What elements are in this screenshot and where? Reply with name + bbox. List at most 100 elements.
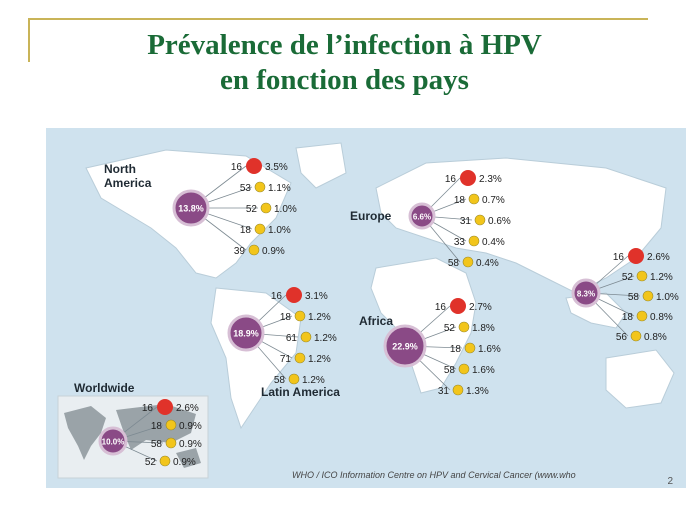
hpv-type-value: 0.8%	[644, 332, 667, 343]
region-cluster: 16 3.5% 53 1.1% 52 1.0% 18 1.0% 39 0.9% 13.8% North…	[104, 158, 297, 257]
hpv-type-marker	[468, 193, 480, 205]
hpv-type-marker	[165, 437, 177, 449]
source-caption: WHO / ICO Information Centre on HPV and …	[292, 470, 576, 480]
hpv-type-value: 1.6%	[472, 365, 495, 376]
hpv-type-label: 18	[151, 421, 163, 432]
hpv-type-label: 31	[460, 216, 472, 227]
hpv-type-value: 2.6%	[647, 252, 670, 263]
inset-world-land	[64, 404, 201, 468]
hpv-type-marker	[630, 330, 642, 342]
hpv-type-marker	[474, 214, 486, 226]
hpv-type-marker	[294, 310, 306, 322]
title-line-2: en fonction des pays	[220, 64, 469, 96]
hpv-type-value: 1.0%	[656, 292, 679, 303]
region-overall-bubble	[383, 324, 427, 368]
hpv-type-label: 58	[628, 292, 640, 303]
hpv-type-marker	[254, 181, 266, 193]
region-name: Latin America	[261, 385, 340, 399]
hpv-type-label: 52	[246, 204, 258, 215]
hpv-type-value: 0.8%	[650, 312, 673, 323]
hpv-type-label: 52	[145, 457, 157, 468]
hpv-type-marker	[248, 244, 260, 256]
hpv-type-value: 0.7%	[482, 195, 505, 206]
hpv-type-value: 1.8%	[472, 323, 495, 334]
hpv-prevalence-map: 16 3.5% 53 1.1% 52 1.0% 18 1.0% 39 0.9% 13.8% North…	[46, 128, 686, 488]
hpv-type-marker	[300, 331, 312, 343]
region-overall-bubble	[227, 314, 265, 352]
hpv-type-label: 52	[444, 323, 456, 334]
land-greenland	[295, 142, 347, 189]
hpv-type-label: 56	[616, 332, 628, 343]
regions-layer: 16 3.5% 53 1.1% 52 1.0% 18 1.0% 39 0.9% 13.8% North…	[74, 158, 679, 468]
hpv-type-value: 1.0%	[274, 204, 297, 215]
region-cluster: 16 2.6% 52 1.2% 58 1.0% 18 0.8% 56 0.8% 8.3%	[571, 248, 679, 343]
title-rule-left	[28, 18, 30, 62]
hpv-type-value: 3.5%	[265, 162, 288, 173]
land-africa	[370, 257, 477, 394]
hpv-type-marker	[157, 399, 173, 415]
hpv-type-marker	[254, 223, 266, 235]
region-name-line: America	[104, 176, 152, 190]
hpv-type-label: 18	[450, 344, 462, 355]
slide-title: Prévalence de l’infection à HPV en fonct…	[0, 28, 689, 98]
hpv-type-value: 0.9%	[173, 457, 196, 468]
hpv-type-value: 0.4%	[482, 237, 505, 248]
region-overall-value: 13.8%	[178, 204, 204, 214]
hpv-type-marker	[642, 290, 654, 302]
hpv-type-marker	[159, 455, 171, 467]
hpv-type-label: 16	[613, 252, 625, 263]
hpv-type-value: 0.9%	[179, 439, 202, 450]
hpv-type-label: 18	[280, 312, 292, 323]
hpv-type-marker	[165, 419, 177, 431]
hpv-type-label: 31	[438, 386, 450, 397]
hpv-type-marker	[458, 363, 470, 375]
hpv-type-marker	[260, 202, 272, 214]
region-overall-bubble	[571, 278, 601, 308]
hpv-type-value: 0.4%	[476, 258, 499, 269]
hpv-type-label: 71	[280, 354, 292, 365]
hpv-type-marker	[288, 373, 300, 385]
hpv-type-value: 3.1%	[305, 291, 328, 302]
hpv-type-label: 18	[240, 225, 252, 236]
hpv-type-value: 0.9%	[262, 246, 285, 257]
hpv-type-marker	[460, 170, 476, 186]
title-line-1: Prévalence de l’infection à HPV	[147, 29, 542, 61]
hpv-type-label: 18	[622, 312, 634, 323]
hpv-type-label: 16	[435, 302, 447, 313]
hpv-type-label: 16	[271, 291, 283, 302]
hpv-type-marker	[286, 287, 302, 303]
hpv-type-label: 58	[444, 365, 456, 376]
hpv-type-value: 0.6%	[488, 216, 511, 227]
hpv-type-label: 39	[234, 246, 246, 257]
region-cluster: 16 3.1% 18 1.2% 61 1.2% 71 1.2% 58 1.2% 18.9% Latin…	[227, 287, 340, 399]
hpv-type-value: 1.1%	[268, 183, 291, 194]
hpv-type-label: 58	[274, 375, 286, 386]
hpv-type-marker	[462, 256, 474, 268]
region-cluster: 16 2.7% 52 1.8% 18 1.6% 58 1.6% 31 1.3% 22.9% Afric…	[359, 298, 501, 397]
region-overall-value: 18.9%	[233, 329, 259, 339]
hpv-type-value: 2.3%	[479, 174, 502, 185]
region-overall-value: 10.0%	[102, 438, 125, 447]
hpv-type-label: 52	[622, 272, 634, 283]
hpv-type-label: 58	[151, 439, 163, 450]
hpv-type-value: 1.2%	[308, 312, 331, 323]
hpv-type-label: 18	[454, 195, 466, 206]
region-overall-bubble	[408, 202, 436, 230]
hpv-type-label: 58	[448, 258, 460, 269]
region-overall-value: 22.9%	[392, 342, 418, 352]
hpv-type-label: 16	[231, 162, 243, 173]
hpv-type-value: 0.9%	[179, 421, 202, 432]
hpv-type-marker	[636, 270, 648, 282]
hpv-type-marker	[468, 235, 480, 247]
hpv-type-value: 1.0%	[268, 225, 291, 236]
region-name: Worldwide	[74, 381, 135, 395]
title-rule-top	[28, 18, 648, 20]
hpv-type-marker	[294, 352, 306, 364]
region-name: Europe	[350, 209, 392, 223]
region-name-line: North	[104, 162, 136, 176]
hpv-type-value: 2.6%	[176, 403, 199, 414]
hpv-type-value: 1.3%	[466, 386, 489, 397]
hpv-type-label: 33	[454, 237, 466, 248]
region-name: North America	[104, 162, 152, 190]
region-overall-bubble	[172, 189, 210, 227]
